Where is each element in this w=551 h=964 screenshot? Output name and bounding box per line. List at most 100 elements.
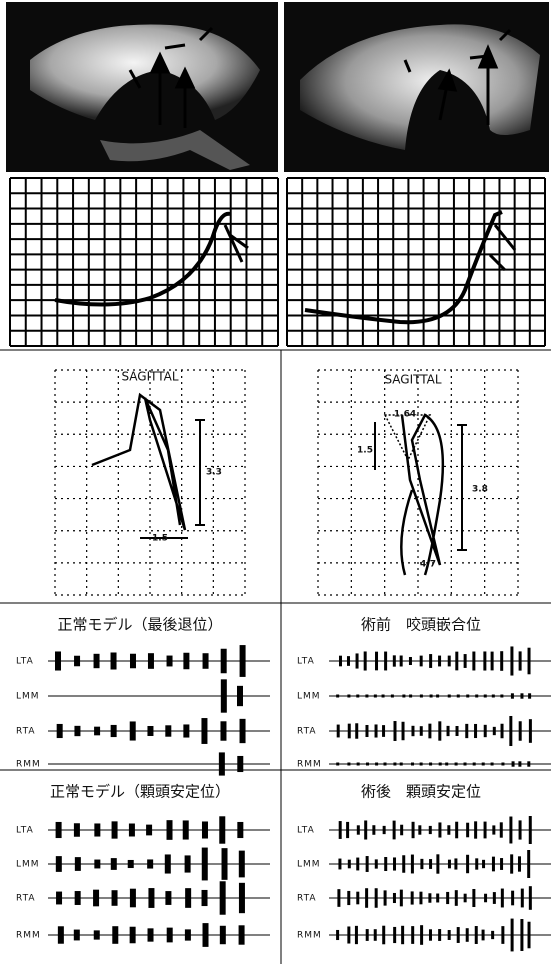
- emg-burst: [492, 726, 496, 736]
- emg-burst: [336, 929, 340, 941]
- emg-burst: [146, 824, 153, 836]
- emg-burst: [365, 694, 369, 698]
- emg-burst: [55, 651, 62, 671]
- channel-label: LMM: [297, 860, 321, 870]
- emg-burst: [527, 850, 531, 878]
- emg-burst: [363, 651, 367, 671]
- emg-burst: [482, 859, 486, 869]
- emg-burst: [474, 723, 478, 739]
- sagittal-path: [400, 413, 445, 576]
- emg-burst: [128, 823, 135, 837]
- emg-burst: [492, 825, 496, 835]
- emg-burst: [490, 651, 494, 671]
- emg-burst: [375, 762, 379, 766]
- emg-burst: [147, 726, 154, 736]
- emg-burst: [401, 721, 405, 741]
- emg-burst: [528, 816, 532, 844]
- emg-burst: [438, 822, 442, 838]
- measure-label: 3.3: [206, 468, 222, 478]
- emg-burst: [392, 892, 396, 904]
- emg-burst: [501, 762, 505, 766]
- emg-burst: [110, 724, 117, 738]
- emg-burst: [202, 923, 209, 947]
- emg-burst: [436, 854, 440, 874]
- emg-burst: [475, 694, 479, 698]
- emg-burst: [220, 721, 227, 741]
- tracing-curve: [304, 210, 503, 325]
- emg-burst: [184, 855, 191, 873]
- sagittal-title: SAGITTAL: [384, 373, 441, 387]
- measure-label: 1.5: [357, 446, 373, 456]
- emg-burst: [527, 761, 531, 767]
- emg-burst: [410, 854, 414, 874]
- emg-burst: [500, 888, 504, 908]
- emg-burst: [466, 822, 470, 838]
- emg-burst: [55, 695, 62, 697]
- emg-burst: [346, 656, 350, 666]
- emg-burst: [347, 762, 351, 766]
- emg-burst: [472, 888, 476, 908]
- emg-burst: [219, 881, 226, 915]
- emg-burst: [129, 721, 136, 741]
- emg-burst: [112, 926, 119, 944]
- emg-burst: [93, 889, 100, 907]
- emg-burst: [218, 752, 225, 776]
- emg-burst: [447, 655, 451, 667]
- emg-burst: [183, 724, 190, 738]
- channel-label: RMM: [16, 760, 41, 770]
- emg-burst: [55, 856, 62, 872]
- emg-burst: [393, 762, 397, 766]
- emg-burst: [501, 926, 505, 944]
- emg-burst: [382, 825, 386, 835]
- emg-burst: [465, 723, 469, 739]
- emg-burst: [454, 890, 458, 906]
- emg-burst: [147, 653, 154, 669]
- measure-label: 1.5: [152, 534, 168, 544]
- emg-burst: [510, 646, 514, 676]
- emg-burst: [447, 930, 451, 940]
- emg-burst: [147, 928, 154, 942]
- emg-burst: [74, 857, 81, 871]
- emg-burst: [419, 694, 423, 698]
- emg-burst: [472, 651, 476, 671]
- dividers: [0, 349, 551, 964]
- emg-burst: [428, 723, 432, 739]
- channel-label: RTA: [297, 894, 317, 904]
- emg-burst: [236, 685, 243, 707]
- emg-burst: [94, 859, 101, 869]
- emg-burst: [399, 889, 403, 907]
- emg-burst: [483, 651, 487, 671]
- emg-burst: [56, 723, 63, 739]
- emg-burst: [200, 763, 207, 765]
- emg-burst: [528, 886, 532, 910]
- emg-burst: [74, 725, 81, 737]
- emg-burst: [346, 821, 350, 839]
- emg-burst: [239, 718, 246, 744]
- emg-burst: [165, 763, 172, 765]
- measure-label: 1.64: [394, 410, 416, 420]
- emg-burst: [164, 695, 171, 697]
- emg-burst: [500, 694, 504, 698]
- tracing-arrow: [223, 224, 249, 263]
- emg-burst: [466, 694, 470, 698]
- emg-burst: [418, 825, 422, 835]
- panel-title: 術後 顆頭安定位: [361, 783, 481, 801]
- emg-burst: [465, 928, 469, 942]
- emg-burst: [73, 929, 80, 941]
- emg-burst: [356, 857, 360, 871]
- emg-burst: [128, 695, 135, 697]
- emg-burst: [500, 858, 504, 870]
- emg-burst: [74, 655, 81, 667]
- emg-burst: [110, 652, 117, 670]
- emg-burst: [393, 926, 397, 944]
- emg-burst: [375, 651, 379, 671]
- emg-burst: [183, 695, 190, 697]
- emg-burst: [411, 762, 415, 766]
- emg-burst: [237, 755, 244, 773]
- emg-burst: [384, 651, 388, 671]
- channel-label: LTA: [297, 657, 315, 667]
- emg-burst: [365, 724, 369, 738]
- emg-burst: [355, 723, 359, 739]
- emg-burst: [393, 721, 397, 741]
